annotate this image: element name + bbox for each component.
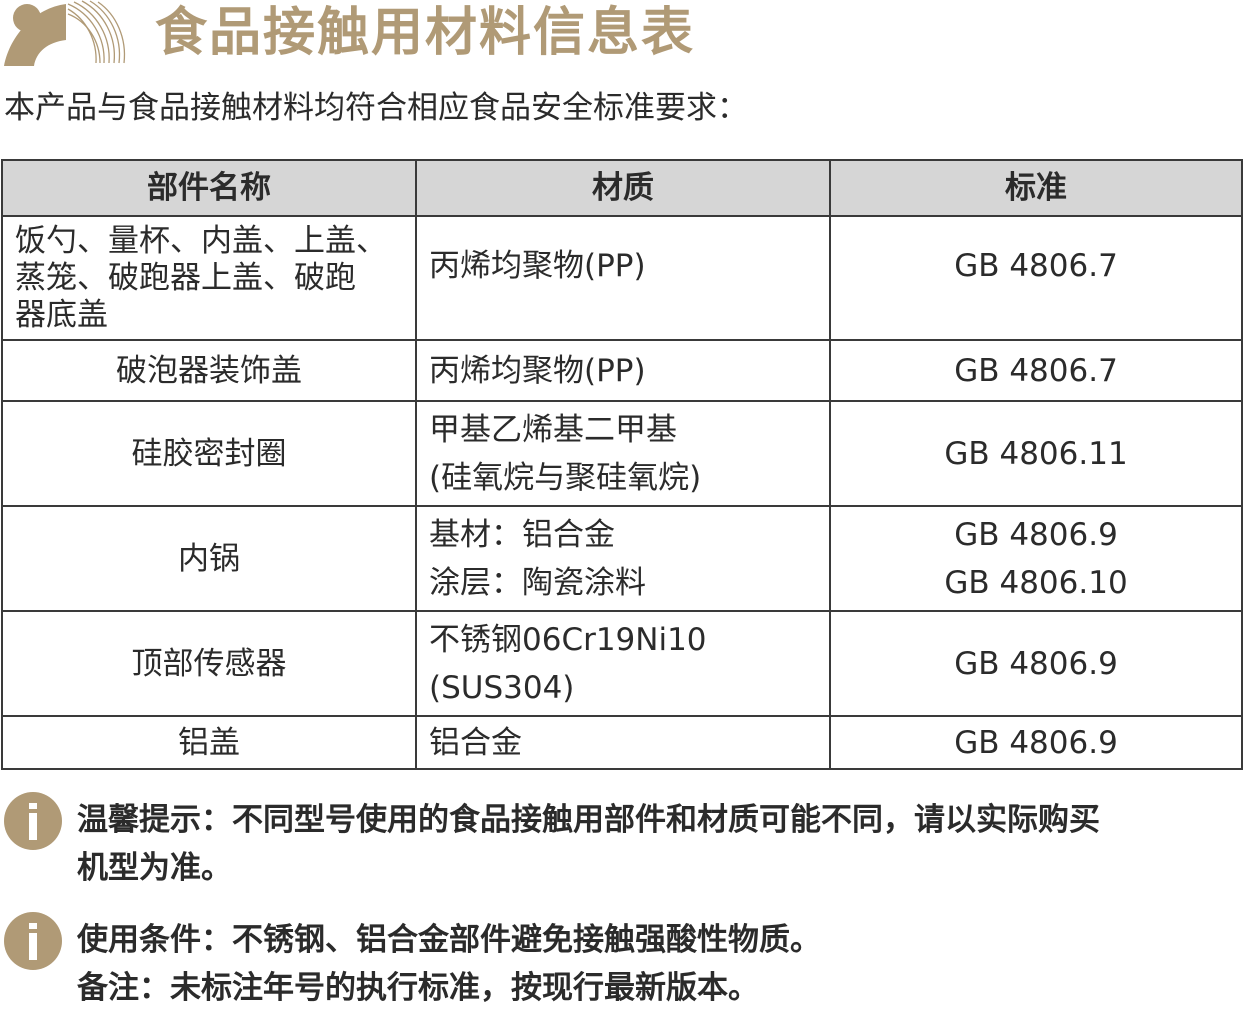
- standard-cell: GB 4806.9: [829, 610, 1243, 717]
- part-cell: 铝盖: [1, 715, 417, 770]
- material-cell: 丙烯均聚物(PP): [415, 339, 831, 402]
- note-line: 使用条件：不锈钢、铝合金部件避免接触强酸性物质。: [77, 922, 821, 958]
- part-cell: 破泡器装饰盖: [1, 339, 417, 402]
- material-text: 甲基乙烯基二甲基: [429, 411, 677, 448]
- materials-table: 部件名称 材质 标准 饭勺、量杯、内盖、上盖、 蒸笼、破跑器上盖、破跑 器底盖 …: [1, 159, 1243, 770]
- part-text: 器底盖: [15, 296, 108, 333]
- material-text: (硅氧烷与聚硅氧烷): [429, 459, 702, 496]
- part-text: 内锅: [178, 540, 240, 577]
- material-text: 铝合金: [429, 724, 522, 761]
- note-line: 机型为准。: [77, 850, 232, 886]
- note-line: 备注：未标注年号的执行标准，按现行最新版本。: [77, 970, 759, 1006]
- part-text: 硅胶密封圈: [131, 435, 287, 472]
- standard-text: GB 4806.9: [954, 724, 1118, 761]
- material-text: 不锈钢06Cr19Ni10: [429, 621, 707, 658]
- part-text: 破泡器装饰盖: [116, 352, 302, 389]
- material-cell: 基材：铝合金 涂层：陶瓷涂料: [415, 505, 831, 612]
- material-text: (SUS304): [429, 669, 575, 706]
- column-header-part: 部件名称: [1, 159, 417, 217]
- standard-text: GB 4806.11: [944, 435, 1128, 472]
- part-text: 饭勺、量杯、内盖、上盖、: [15, 222, 387, 259]
- standard-cell: GB 4806.7: [829, 339, 1243, 402]
- column-header-material: 材质: [415, 159, 831, 217]
- info-icon: [4, 792, 62, 850]
- part-text: 顶部传感器: [131, 645, 287, 682]
- standard-cell: GB 4806.9 GB 4806.10: [829, 505, 1243, 612]
- material-text: 丙烯均聚物(PP): [429, 352, 646, 389]
- standard-text: GB 4806.10: [944, 564, 1128, 601]
- intro-text: 本产品与食品接触材料均符合相应食品安全标准要求：: [4, 90, 748, 126]
- brand-logo: [4, 0, 126, 66]
- standard-text: GB 4806.7: [954, 352, 1118, 389]
- table-row: 饭勺、量杯、内盖、上盖、 蒸笼、破跑器上盖、破跑 器底盖 丙烯均聚物(PP) G…: [1, 215, 1243, 341]
- table-row: 破泡器装饰盖 丙烯均聚物(PP) GB 4806.7: [1, 339, 1243, 402]
- info-icon: [4, 912, 62, 970]
- part-cell: 顶部传感器: [1, 610, 417, 717]
- table-row: 顶部传感器 不锈钢06Cr19Ni10 (SUS304) GB 4806.9: [1, 610, 1243, 717]
- part-text: 蒸笼、破跑器上盖、破跑: [15, 259, 356, 296]
- material-cell: 丙烯均聚物(PP): [415, 215, 831, 341]
- standard-cell: GB 4806.11: [829, 400, 1243, 507]
- table-header-row: 部件名称 材质 标准: [1, 159, 1243, 217]
- material-cell: 甲基乙烯基二甲基 (硅氧烷与聚硅氧烷): [415, 400, 831, 507]
- standard-cell: GB 4806.7: [829, 215, 1243, 341]
- material-text: 基材：铝合金: [429, 516, 615, 553]
- note-text: 使用条件：不锈钢、铝合金部件避免接触强酸性物质。 备注：未标注年号的执行标准，按…: [77, 916, 1237, 1012]
- part-text: 铝盖: [178, 724, 240, 761]
- page-title: 食品接触用材料信息表: [155, 3, 696, 63]
- column-header-standard: 标准: [829, 159, 1243, 217]
- material-text: 丙烯均聚物(PP): [429, 248, 646, 284]
- material-cell: 不锈钢06Cr19Ni10 (SUS304): [415, 610, 831, 717]
- standard-text: GB 4806.9: [954, 516, 1118, 553]
- note-line: 温馨提示：不同型号使用的食品接触用部件和材质可能不同，请以实际购买: [77, 802, 1100, 838]
- part-cell: 饭勺、量杯、内盖、上盖、 蒸笼、破跑器上盖、破跑 器底盖: [1, 215, 417, 341]
- material-cell: 铝合金: [415, 715, 831, 770]
- standard-cell: GB 4806.9: [829, 715, 1243, 770]
- table-row: 铝盖 铝合金 GB 4806.9: [1, 715, 1243, 770]
- material-text: 涂层：陶瓷涂料: [429, 564, 646, 601]
- part-cell: 内锅: [1, 505, 417, 612]
- note-text: 温馨提示：不同型号使用的食品接触用部件和材质可能不同，请以实际购买 机型为准。: [77, 796, 1237, 892]
- part-cell: 硅胶密封圈: [1, 400, 417, 507]
- standard-text: GB 4806.7: [954, 248, 1118, 284]
- table-row: 硅胶密封圈 甲基乙烯基二甲基 (硅氧烷与聚硅氧烷) GB 4806.11: [1, 400, 1243, 507]
- standard-text: GB 4806.9: [954, 645, 1118, 682]
- table-row: 内锅 基材：铝合金 涂层：陶瓷涂料 GB 4806.9 GB 4806.10: [1, 505, 1243, 612]
